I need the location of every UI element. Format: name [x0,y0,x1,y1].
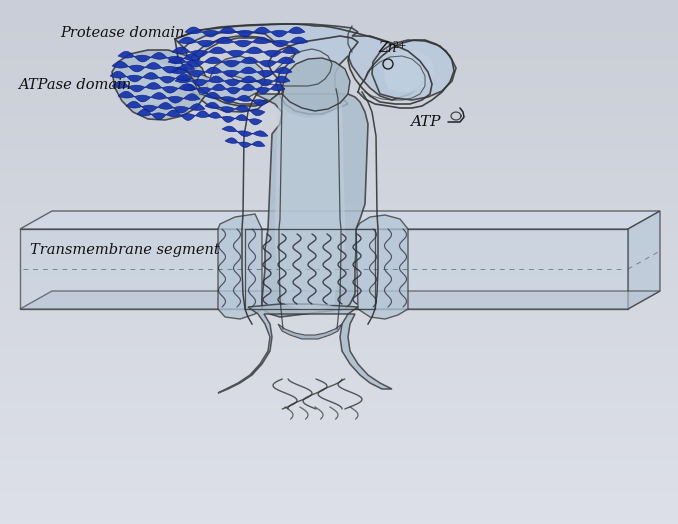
Polygon shape [20,291,660,309]
Polygon shape [20,229,628,309]
Text: Zn: Zn [378,41,397,55]
Polygon shape [126,101,205,113]
Text: Protease domain: Protease domain [60,26,184,40]
Polygon shape [125,62,180,104]
Polygon shape [225,138,265,147]
Polygon shape [208,112,262,125]
Polygon shape [222,126,268,137]
Text: Transmembrane segment: Transmembrane segment [30,243,220,257]
Text: 2+: 2+ [392,41,407,50]
Polygon shape [278,324,342,339]
Polygon shape [175,76,290,86]
Polygon shape [172,47,300,57]
Polygon shape [112,50,208,120]
Polygon shape [218,304,392,393]
Polygon shape [170,67,292,77]
Polygon shape [175,24,425,114]
Polygon shape [118,91,200,103]
Polygon shape [195,56,265,100]
Polygon shape [178,37,308,47]
Polygon shape [356,215,408,319]
Polygon shape [255,94,368,317]
Polygon shape [110,71,192,83]
Polygon shape [182,84,285,94]
Polygon shape [205,102,265,116]
Polygon shape [118,51,200,63]
Polygon shape [628,211,660,309]
Polygon shape [137,109,210,121]
Polygon shape [205,92,268,106]
Polygon shape [112,81,195,93]
Polygon shape [185,27,305,37]
Polygon shape [372,40,456,100]
Text: ATPase domain: ATPase domain [18,78,131,92]
Text: ATP: ATP [410,115,441,129]
Polygon shape [20,211,660,229]
Polygon shape [168,57,295,67]
Polygon shape [218,214,262,319]
Polygon shape [384,50,435,92]
Polygon shape [275,104,345,311]
Polygon shape [112,61,195,73]
Polygon shape [282,58,350,111]
